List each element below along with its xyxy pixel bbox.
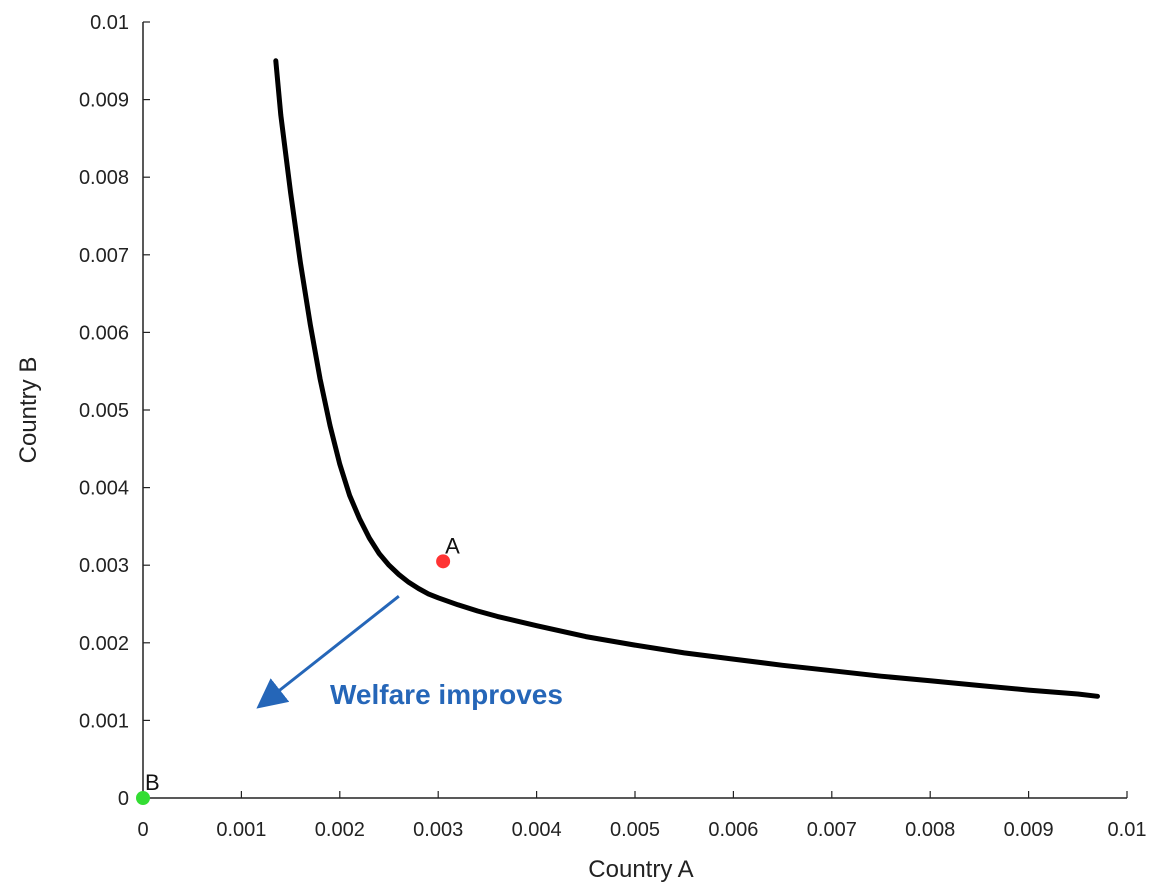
x-tick-label: 0.007 (807, 819, 857, 841)
y-tick-label: 0.001 (79, 710, 129, 732)
y-tick-label: 0.006 (79, 322, 129, 344)
y-axis-title: Country B (15, 357, 42, 464)
x-tick-label: 0.004 (512, 819, 562, 841)
point-b-marker (136, 791, 150, 805)
x-tick-label: 0.005 (610, 819, 660, 841)
y-tick-label: 0.009 (79, 90, 129, 112)
frontier-curve (273, 58, 1100, 699)
x-tick-label: 0.009 (1004, 819, 1054, 841)
labeled-points: AB (136, 533, 460, 805)
x-tick-label: 0.001 (216, 819, 266, 841)
series-layer (273, 58, 1100, 699)
point-a-label: A (445, 533, 460, 558)
point-b-label: B (145, 770, 160, 795)
y-tick-label: 0.005 (79, 400, 129, 422)
x-tick-label: 0.008 (905, 819, 955, 841)
y-tick-label: 0.01 (90, 12, 129, 34)
x-tick-label: 0 (137, 819, 148, 841)
welfare-arrow (256, 595, 400, 709)
y-tick-label: 0.004 (79, 478, 129, 500)
tick-marks: 0 0.001 0.002 0.003 0.004 0.005 0.006 0.007 0.00… (79, 12, 1147, 841)
y-tick-label: 0.008 (79, 167, 129, 189)
point-a-marker (436, 554, 451, 569)
y-tick-label: 0.002 (79, 633, 129, 655)
annotation: Welfare improves (256, 595, 563, 710)
y-tick-label: 0.003 (79, 555, 129, 577)
x-tick-label: 0.006 (708, 819, 758, 841)
y-tick-label: 0.007 (79, 245, 129, 267)
x-tick-label: 0.003 (413, 819, 463, 841)
frontier-curve-tip (274, 60, 302, 263)
x-axis-title: Country A (588, 856, 693, 883)
x-tick-label: 0.002 (315, 819, 365, 841)
x-tick-label: 0.01 (1108, 819, 1147, 841)
welfare-annotation-text: Welfare improves (330, 679, 563, 710)
y-tick-label: 0 (118, 788, 129, 810)
